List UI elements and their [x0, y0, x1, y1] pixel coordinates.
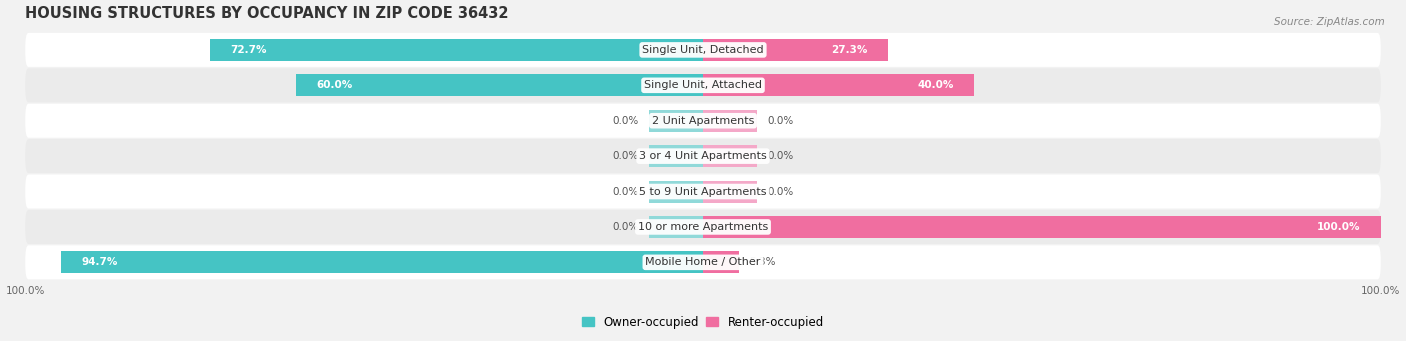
Text: 0.0%: 0.0%: [768, 187, 793, 196]
Text: 0.0%: 0.0%: [613, 222, 638, 232]
Bar: [297, 74, 703, 96]
Bar: [703, 180, 758, 203]
Bar: [211, 39, 703, 61]
Bar: [703, 216, 1381, 238]
Text: 10 or more Apartments: 10 or more Apartments: [638, 222, 768, 232]
Bar: [703, 74, 974, 96]
FancyBboxPatch shape: [25, 245, 1381, 279]
Legend: Owner-occupied, Renter-occupied: Owner-occupied, Renter-occupied: [578, 311, 828, 334]
Text: 60.0%: 60.0%: [316, 80, 353, 90]
Text: 3 or 4 Unit Apartments: 3 or 4 Unit Apartments: [640, 151, 766, 161]
Text: 5.3%: 5.3%: [749, 257, 776, 267]
Text: 0.0%: 0.0%: [613, 116, 638, 126]
Text: Mobile Home / Other: Mobile Home / Other: [645, 257, 761, 267]
Bar: [703, 39, 889, 61]
Text: Source: ZipAtlas.com: Source: ZipAtlas.com: [1274, 17, 1385, 27]
Text: 72.7%: 72.7%: [231, 45, 267, 55]
Text: Single Unit, Attached: Single Unit, Attached: [644, 80, 762, 90]
Text: 0.0%: 0.0%: [613, 187, 638, 196]
Text: 0.0%: 0.0%: [768, 116, 793, 126]
Text: Single Unit, Detached: Single Unit, Detached: [643, 45, 763, 55]
Bar: [703, 110, 758, 132]
Text: 0.0%: 0.0%: [768, 151, 793, 161]
Text: 2 Unit Apartments: 2 Unit Apartments: [652, 116, 754, 126]
FancyBboxPatch shape: [25, 175, 1381, 209]
Text: 94.7%: 94.7%: [82, 257, 118, 267]
FancyBboxPatch shape: [25, 68, 1381, 102]
Text: 100.0%: 100.0%: [1317, 222, 1361, 232]
FancyBboxPatch shape: [25, 33, 1381, 67]
Bar: [648, 216, 703, 238]
Bar: [703, 251, 740, 273]
Bar: [648, 110, 703, 132]
Text: 27.3%: 27.3%: [831, 45, 868, 55]
Text: HOUSING STRUCTURES BY OCCUPANCY IN ZIP CODE 36432: HOUSING STRUCTURES BY OCCUPANCY IN ZIP C…: [25, 5, 509, 20]
FancyBboxPatch shape: [25, 139, 1381, 173]
Bar: [62, 251, 703, 273]
Bar: [648, 180, 703, 203]
Text: 40.0%: 40.0%: [917, 80, 953, 90]
Text: 5 to 9 Unit Apartments: 5 to 9 Unit Apartments: [640, 187, 766, 196]
Text: 0.0%: 0.0%: [613, 151, 638, 161]
Bar: [648, 145, 703, 167]
FancyBboxPatch shape: [25, 210, 1381, 244]
FancyBboxPatch shape: [25, 104, 1381, 138]
Bar: [703, 145, 758, 167]
